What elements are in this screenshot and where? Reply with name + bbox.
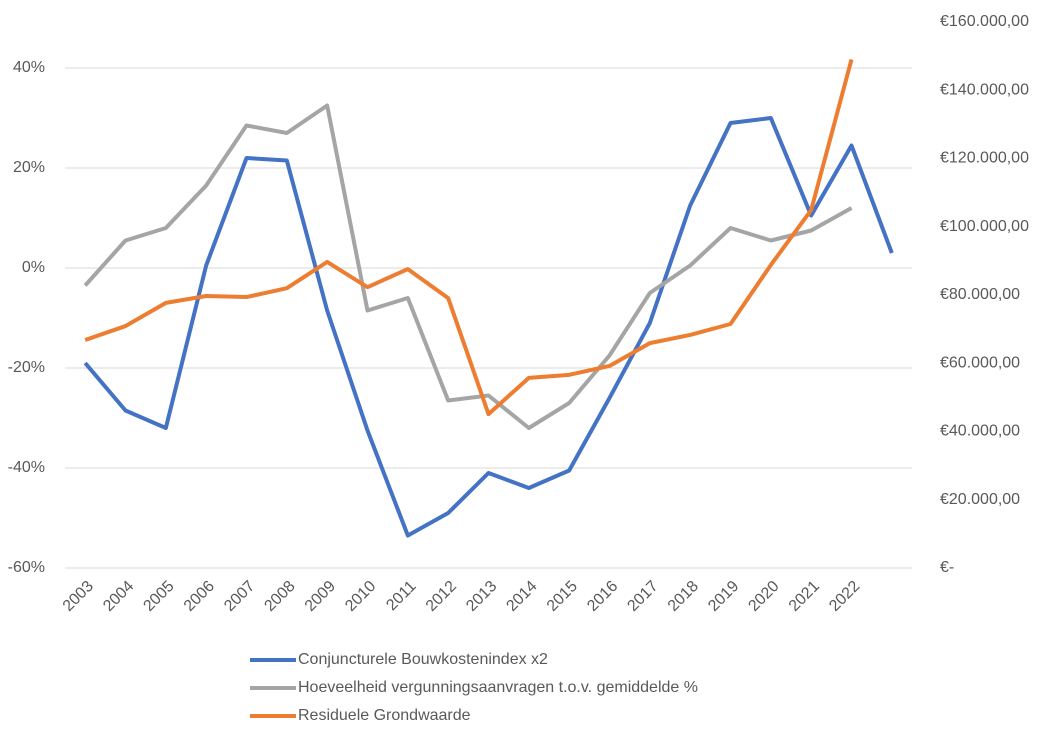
x-tick-label: 2020 bbox=[745, 578, 782, 615]
x-tick-label: 2003 bbox=[60, 578, 97, 615]
x-tick-label: 2022 bbox=[826, 578, 863, 615]
x-tick-label: 2005 bbox=[140, 578, 177, 615]
x-tick-label: 2015 bbox=[544, 578, 581, 615]
x-tick-label: 2011 bbox=[383, 578, 419, 614]
y-tick-label: 0% bbox=[22, 259, 45, 276]
x-tick-label: 2019 bbox=[705, 578, 742, 615]
y2-tick-label: €160.000,00 bbox=[940, 13, 1029, 30]
x-tick-label: 2008 bbox=[261, 578, 298, 615]
x-tick-label: 2016 bbox=[584, 578, 621, 615]
y2-tick-label: €- bbox=[940, 559, 954, 576]
x-tick-label: 2007 bbox=[221, 578, 258, 615]
x-tick-label: 2014 bbox=[503, 578, 540, 615]
series-line bbox=[83, 116, 894, 538]
x-tick-label: 2012 bbox=[423, 578, 460, 615]
x-tick-label: 2004 bbox=[100, 578, 137, 615]
series-line bbox=[83, 103, 853, 430]
x-tick-label: 2009 bbox=[302, 578, 339, 615]
y2-tick-label: €20.000,00 bbox=[940, 491, 1020, 508]
legend-label: Conjuncturele Bouwkostenindex x2 bbox=[298, 651, 548, 668]
y-tick-label: -40% bbox=[8, 459, 45, 476]
y2-tick-label: €120.000,00 bbox=[940, 150, 1029, 167]
y2-tick-label: €100.000,00 bbox=[940, 218, 1029, 235]
legend-label: Residuele Grondwaarde bbox=[298, 707, 471, 724]
y-tick-label: 40% bbox=[13, 59, 45, 76]
y2-tick-label: €140.000,00 bbox=[940, 81, 1029, 98]
y2-tick-label: €80.000,00 bbox=[940, 286, 1020, 303]
x-tick-label: 2010 bbox=[342, 578, 379, 615]
x-tick-label: 2013 bbox=[463, 578, 500, 615]
y2-tick-label: €40.000,00 bbox=[940, 423, 1020, 440]
x-tick-label: 2021 bbox=[786, 578, 823, 615]
y-tick-label: 20% bbox=[13, 159, 45, 176]
y-tick-label: -20% bbox=[8, 359, 45, 376]
x-tick-label: 2006 bbox=[181, 578, 218, 615]
x-tick-label: 2018 bbox=[665, 578, 702, 615]
legend-label: Hoeveelheid vergunningsaanvragen t.o.v. … bbox=[298, 679, 698, 696]
x-tick-label: 2017 bbox=[624, 578, 661, 615]
series-line bbox=[84, 59, 854, 417]
y-tick-label: -60% bbox=[8, 559, 45, 576]
y2-tick-label: €60.000,00 bbox=[940, 354, 1020, 371]
